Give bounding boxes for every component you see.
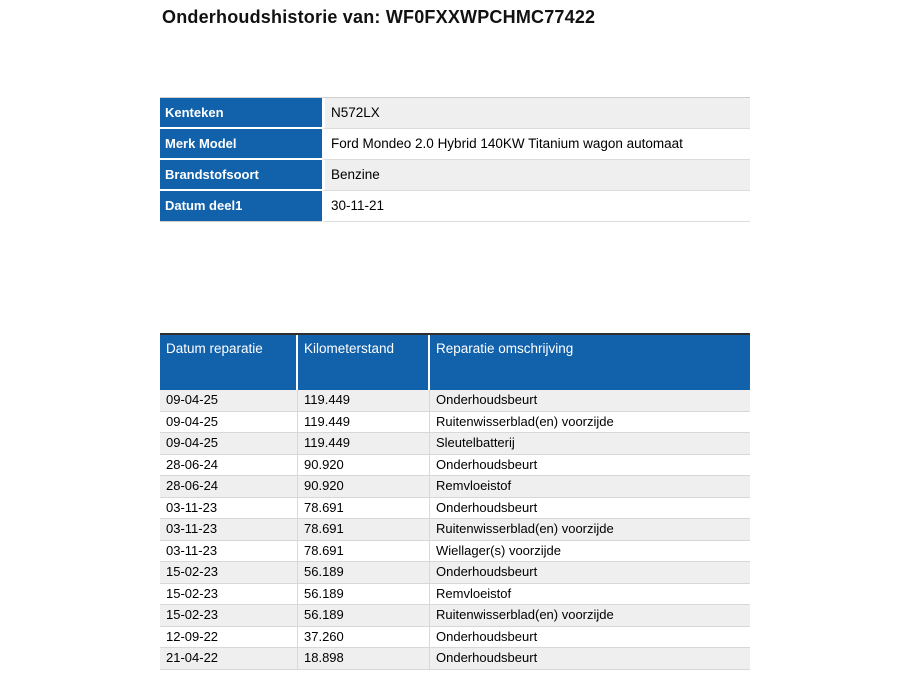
vehicle-info-table: Kenteken N572LX Merk Model Ford Mondeo 2.0 …: [160, 97, 750, 222]
history-cell-km: 90.920: [298, 476, 430, 497]
history-row: 09-04-25 119.449 Ruitenwisserblad(en) voor…: [160, 411, 750, 433]
vehicle-info-label: Brandstofsoort: [160, 160, 322, 191]
history-cell-km: 18.898: [298, 648, 430, 669]
vehicle-info-value: N572LX: [322, 98, 750, 129]
history-cell-description: Onderhoudsbeurt: [436, 650, 538, 665]
history-cell-description: Onderhoudsbeurt: [436, 499, 538, 515]
history-cell-date: 15-02-23: [160, 562, 298, 583]
history-cell-km: 56.189: [298, 562, 430, 583]
history-cell-description: Onderhoudsbeurt: [436, 564, 538, 579]
vehicle-info-value: Ford Mondeo 2.0 Hybrid 140KW Titanium wa…: [322, 129, 750, 160]
history-row: 21-04-22 18.898 Onderhoudsbeurt: [160, 648, 750, 670]
history-table-body: 09-04-25 119.449 Onderhoudsbeurt 09-04-25 11…: [160, 390, 750, 670]
history-cell-date: 15-02-23: [160, 583, 298, 604]
history-cell-km: 37.260: [298, 626, 430, 647]
history-row: 15-02-23 56.189 Onderhoudsbeurt: [160, 562, 750, 584]
history-row: 15-02-23 56.189 Ruitenwisserblad(en) voorz…: [160, 605, 750, 627]
history-cell-description: Ruitenwisserblad(en) voorzijde: [436, 413, 614, 429]
column-header-reparatie-omschrijving: Reparatie omschrijving: [436, 341, 574, 356]
vehicle-info-row: Brandstofsoort Benzine: [160, 160, 750, 191]
vehicle-info-label: Kenteken: [160, 98, 322, 129]
column-header-datum-reparatie: Datum reparatie: [160, 335, 298, 390]
history-cell-description: Sleutelbatterij: [436, 435, 515, 450]
page-title: Onderhoudshistorie van: WF0FXXWPCHMC7742…: [162, 7, 596, 27]
history-cell-km: 90.920: [298, 454, 430, 475]
history-row: 03-11-23 78.691 Ruitenwisserblad(en) voorz…: [160, 519, 750, 541]
history-cell-date: 15-02-23: [160, 605, 298, 626]
history-cell-date: 09-04-25: [160, 411, 298, 432]
history-cell-km: 119.449: [298, 411, 430, 432]
vehicle-info-label: Datum deel1: [160, 191, 322, 222]
history-row: 28-06-24 90.920 Onderhoudsbeurt: [160, 454, 750, 476]
history-cell-date: 09-04-25: [160, 433, 298, 454]
history-cell-description: Ruitenwisserblad(en) voorzijde: [436, 521, 614, 536]
column-header-kilometerstand: Kilometerstand: [298, 335, 430, 390]
history-cell-km: 119.449: [298, 390, 430, 411]
history-cell-description: Onderhoudsbeurt: [436, 628, 538, 644]
history-cell-description: Remvloeistof: [436, 478, 512, 493]
history-cell-km: 78.691: [298, 540, 430, 561]
history-cell-description: Remvloeistof: [436, 585, 512, 601]
history-cell-date: 03-11-23: [160, 540, 298, 561]
vehicle-info-value: Benzine: [322, 160, 750, 191]
history-cell-date: 28-06-24: [160, 476, 298, 497]
maintenance-history-table: Datum reparatie Kilometerstand Reparatie o…: [160, 333, 750, 670]
history-cell-date: 09-04-25: [160, 390, 298, 411]
vehicle-info-value: 30-11-21: [322, 191, 750, 222]
history-cell-date: 03-11-23: [160, 497, 298, 518]
history-row: 12-09-22 37.260 Onderhoudsbeurt: [160, 626, 750, 648]
history-row: 15-02-23 56.189 Remvloeistof: [160, 583, 750, 605]
vehicle-info-row: Merk Model Ford Mondeo 2.0 Hybrid 140KW T…: [160, 129, 750, 160]
history-cell-km: 56.189: [298, 605, 430, 626]
history-row: 03-11-23 78.691 Wiellager(s) voorzijde: [160, 540, 750, 562]
history-row: 03-11-23 78.691 Onderhoudsbeurt: [160, 497, 750, 519]
vehicle-info-row: Kenteken N572LX: [160, 98, 750, 129]
history-table-header: Datum reparatie Kilometerstand Reparatie o…: [160, 335, 750, 390]
history-cell-description: Wiellager(s) voorzijde: [436, 542, 561, 558]
history-cell-description: Onderhoudsbeurt: [436, 456, 538, 472]
history-cell-km: 78.691: [298, 519, 430, 540]
history-cell-km: 119.449: [298, 433, 430, 454]
history-row: 28-06-24 90.920 Remvloeistof: [160, 476, 750, 498]
history-cell-date: 03-11-23: [160, 519, 298, 540]
vehicle-info-label: Merk Model: [160, 129, 322, 160]
history-cell-date: 21-04-22: [160, 648, 298, 669]
vehicle-info-row: Datum deel1 30-11-21: [160, 191, 750, 222]
history-row: 09-04-25 119.449 Onderhoudsbeurt: [160, 390, 750, 412]
history-cell-date: 28-06-24: [160, 454, 298, 475]
history-cell-date: 12-09-22: [160, 626, 298, 647]
history-cell-km: 78.691: [298, 497, 430, 518]
history-cell-km: 56.189: [298, 583, 430, 604]
history-cell-description: Ruitenwisserblad(en) voorzijde: [436, 607, 614, 622]
history-row: 09-04-25 119.449 Sleutelbatterij: [160, 433, 750, 455]
history-cell-description: Onderhoudsbeurt: [436, 392, 538, 407]
